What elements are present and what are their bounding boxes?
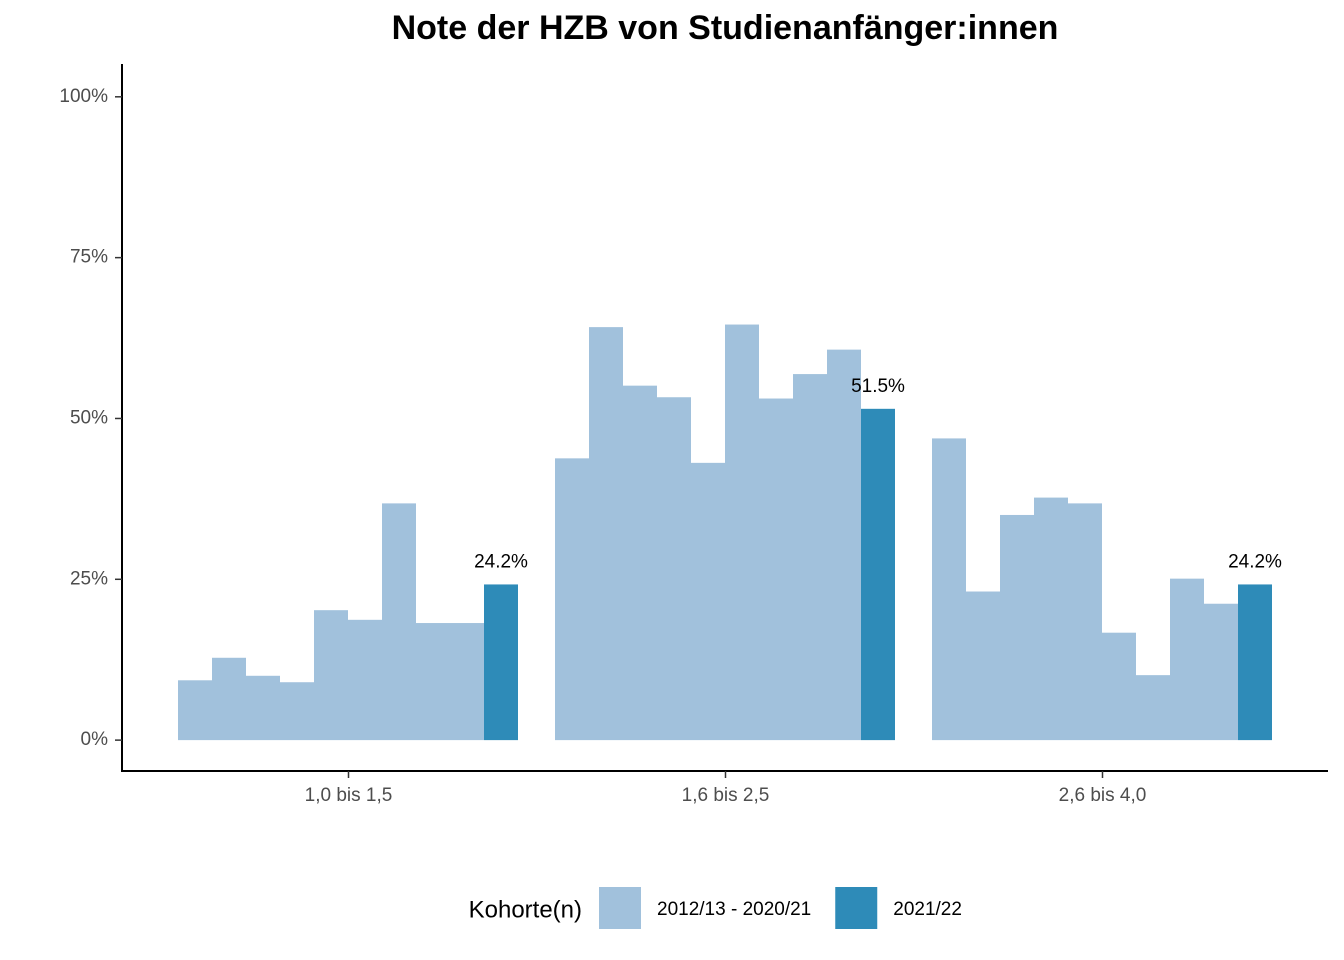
bar [657, 397, 691, 741]
bar [827, 349, 861, 741]
bar [212, 657, 246, 741]
x-tick-label: 2,6 bis 4,0 [1059, 785, 1147, 806]
y-tick-label: 25% [70, 568, 108, 589]
bar [1034, 497, 1068, 741]
chart-title: Note der HZB von Studienanfänger:innen [392, 9, 1059, 47]
bar [555, 458, 589, 741]
legend-label: 2012/13 - 2020/21 [657, 899, 811, 920]
bar [793, 374, 827, 741]
bar [932, 438, 966, 741]
bar [1136, 675, 1170, 741]
data-label: 24.2% [474, 551, 528, 572]
bar [966, 591, 1000, 741]
bar [861, 408, 895, 741]
legend-title: Kohorte(n) [469, 896, 582, 923]
data-label: 24.2% [1228, 551, 1282, 572]
bar [725, 324, 759, 741]
bar [450, 623, 484, 741]
y-tick-label: 100% [59, 86, 108, 107]
x-tick-label: 1,6 bis 2,5 [682, 785, 770, 806]
bar [691, 462, 725, 741]
x-tick-label: 1,0 bis 1,5 [305, 785, 393, 806]
bar [1204, 603, 1238, 741]
bar [178, 680, 212, 741]
bar [280, 682, 314, 741]
bar [246, 675, 280, 741]
bar [623, 385, 657, 741]
bar [484, 584, 518, 741]
bar [382, 503, 416, 741]
y-tick-label: 0% [81, 729, 109, 750]
bar [1102, 632, 1136, 741]
bar [1170, 578, 1204, 741]
legend-label: 2021/22 [893, 899, 962, 920]
bar [1238, 584, 1272, 741]
legend-key [835, 887, 878, 929]
bar [759, 398, 793, 741]
bar [589, 327, 623, 741]
y-tick-label: 50% [70, 407, 108, 428]
data-label: 51.5% [851, 376, 905, 397]
bar [416, 623, 450, 741]
bar [1068, 503, 1102, 741]
y-tick-label: 75% [70, 247, 108, 268]
bar [1000, 514, 1034, 741]
bar [348, 619, 382, 741]
bar [314, 610, 348, 741]
legend-key [599, 887, 641, 929]
